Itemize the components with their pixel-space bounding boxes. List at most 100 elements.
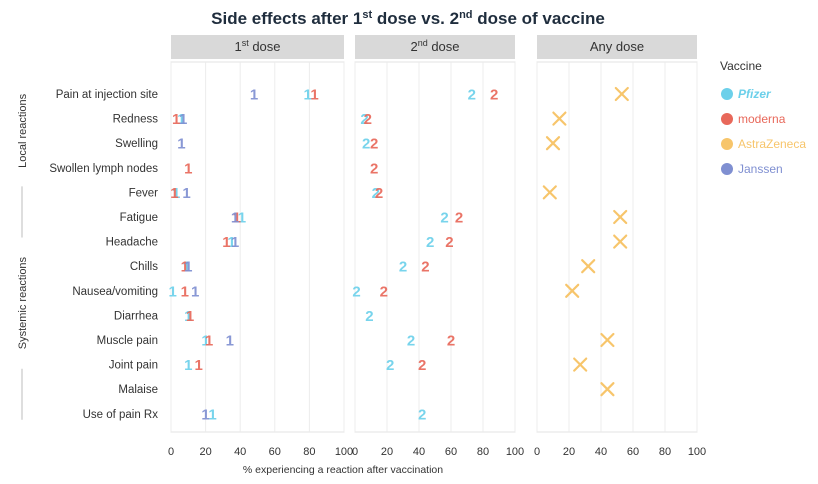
point-pfizer-dose-2: 2 [362, 136, 370, 153]
point-pfizer-dose-1: 1 [182, 259, 190, 276]
point-janssen-dose-1: 1 [201, 406, 209, 423]
category-label: Pain at injection site [56, 89, 158, 101]
legend-label: Pfizer [738, 87, 772, 101]
point-astrazeneca-any-dose [573, 357, 588, 372]
point-moderna-dose-2: 2 [375, 185, 383, 202]
x-tick-label: 100 [506, 446, 524, 458]
point-pfizer-dose-1: 1 [227, 234, 235, 251]
category-labels: Pain at injection site Redness Swelling Swo… [49, 89, 158, 421]
point-pfizer-dose-2: 2 [407, 333, 415, 350]
panel-frame [170, 61, 345, 433]
point-astrazeneca-any-dose [613, 209, 628, 225]
legend-label: Janssen [738, 162, 783, 176]
point-moderna-dose-1: 1 [233, 210, 241, 227]
x-tick-label: 20 [381, 446, 393, 458]
legend-label: moderna [738, 112, 786, 126]
point-moderna-dose-1: 1 [186, 308, 194, 325]
category-label: Muscle pain [97, 335, 158, 347]
point-pfizer-dose-2: 2 [365, 308, 373, 325]
group-label: Local reactions [17, 93, 29, 167]
point-astrazeneca-any-dose [581, 259, 596, 274]
x-tick-label: 60 [445, 446, 457, 458]
point-pfizer-dose-1: 1 [177, 111, 185, 128]
category-label: Use of pain Rx [83, 409, 159, 421]
point-janssen-dose-1: 1 [182, 185, 190, 202]
x-tick-label: 80 [477, 446, 489, 458]
x-tick-label: 40 [234, 446, 246, 458]
legend: Vaccine Pfizer moderna AstraZeneca Janssen [720, 59, 806, 176]
category-label: Swelling [115, 138, 158, 150]
category-label: Fever [129, 187, 159, 199]
point-pfizer-dose-1: 1 [169, 283, 177, 300]
panel-3: Any dose 0 20 40 60 80 100 [534, 35, 706, 458]
x-tick-label: 20 [563, 446, 575, 458]
legend-swatch [721, 113, 733, 125]
category-label: Swollen lymph nodes [49, 163, 158, 175]
category-label: Diarrhea [114, 310, 159, 322]
x-tick-label: 0 [352, 446, 358, 458]
category-label: Redness [113, 114, 159, 126]
category-label: Fatigue [120, 212, 158, 224]
panel-1: 1st dose 0 20 40 60 80 100 [168, 35, 353, 458]
point-moderna-dose-1: 1 [310, 87, 318, 104]
point-moderna-dose-2: 2 [370, 136, 378, 153]
point-janssen-dose-1: 1 [231, 234, 239, 251]
x-tick-label: 0 [168, 446, 174, 458]
point-pfizer-dose-2: 2 [399, 259, 407, 276]
x-tick-label: 60 [269, 446, 281, 458]
category-label: Chills [130, 261, 158, 273]
x-axis-label: % experiencing a reaction after vaccinat… [243, 464, 443, 476]
point-moderna-dose-2: 2 [418, 357, 426, 374]
x-tick-label: 40 [595, 446, 607, 458]
category-label: Joint pain [109, 360, 158, 372]
x-tick-label: 80 [659, 446, 671, 458]
point-janssen-dose-1: 1 [191, 283, 199, 300]
category-label: Headache [106, 237, 158, 249]
point-astrazeneca-any-dose [545, 136, 561, 151]
point-astrazeneca-any-dose [565, 283, 580, 298]
point-janssen-dose-1: 1 [250, 87, 258, 104]
panel-header-bg [537, 35, 697, 59]
point-moderna-dose-2: 2 [490, 87, 498, 104]
data-marks: 1111111111111111111111111111111122222222… [169, 87, 629, 423]
point-pfizer-dose-1: 1 [201, 333, 209, 350]
legend-swatch [721, 138, 733, 150]
point-moderna-dose-1: 1 [181, 283, 189, 300]
point-janssen-dose-1: 1 [184, 259, 192, 276]
point-moderna-dose-1: 1 [184, 160, 192, 177]
point-pfizer-dose-2: 2 [426, 234, 434, 251]
x-tick-label: 100 [335, 446, 353, 458]
point-janssen-dose-1: 1 [226, 333, 234, 350]
point-janssen-dose-1: 1 [179, 111, 187, 128]
point-moderna-dose-1: 1 [181, 259, 189, 276]
point-astrazeneca-any-dose [552, 111, 567, 126]
group-labels: Local reactions Systemic reactions [17, 93, 29, 420]
x-tick-label: 40 [413, 446, 425, 458]
point-moderna-dose-1: 1 [195, 357, 203, 374]
point-moderna-dose-2: 2 [445, 234, 453, 251]
point-moderna-dose-2: 2 [370, 160, 378, 177]
legend-entry: Janssen [721, 162, 783, 176]
category-label: Malaise [118, 384, 158, 396]
point-moderna-dose-2: 2 [421, 259, 429, 276]
point-pfizer-dose-2: 2 [360, 111, 368, 128]
point-pfizer-dose-1: 1 [184, 308, 192, 325]
panel-header-bg [355, 35, 515, 59]
point-janssen-dose-1: 1 [231, 210, 239, 227]
x-tick-label: 0 [534, 446, 540, 458]
point-pfizer-dose-1: 1 [184, 357, 192, 374]
point-astrazeneca-any-dose [542, 185, 557, 200]
point-janssen-dose-1: 1 [177, 136, 185, 153]
legend-entry: AstraZeneca [721, 137, 806, 151]
point-pfizer-dose-2: 2 [352, 283, 360, 300]
point-pfizer-dose-2: 2 [440, 210, 448, 227]
point-moderna-dose-1: 1 [170, 185, 178, 202]
legend-entry: Pfizer [721, 87, 772, 101]
point-moderna-dose-1: 1 [205, 333, 213, 350]
legend-label: AstraZeneca [738, 137, 806, 151]
x-tick-label: 80 [303, 446, 315, 458]
point-moderna-dose-2: 2 [455, 210, 463, 227]
point-pfizer-dose-1: 1 [238, 210, 246, 227]
